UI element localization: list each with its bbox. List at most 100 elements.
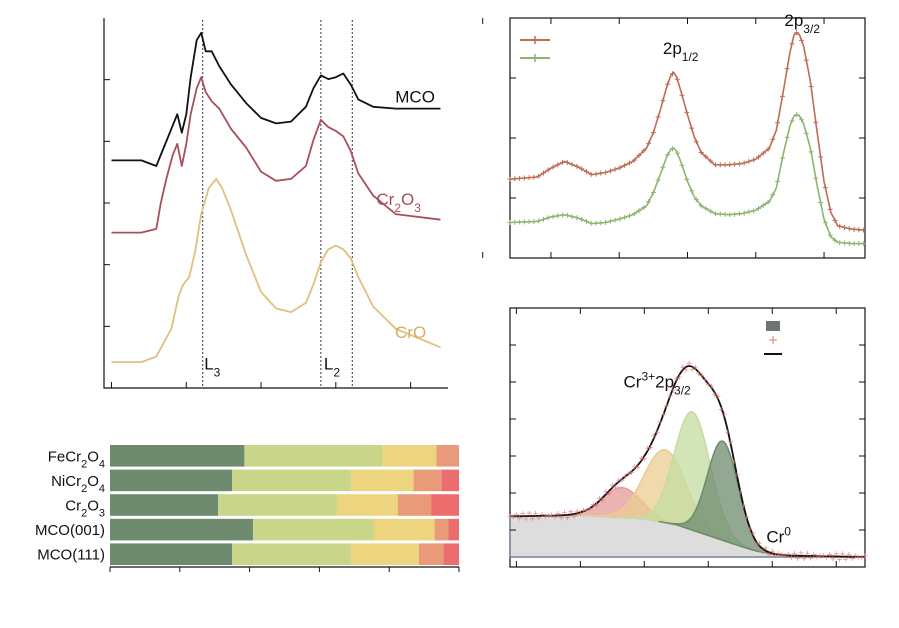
cps-point	[737, 489, 743, 495]
cps-point	[520, 511, 526, 517]
edge-label: L3	[204, 355, 220, 380]
cps-point	[558, 515, 564, 521]
data-point	[846, 240, 852, 246]
data-point	[521, 175, 527, 181]
data-point	[842, 240, 847, 246]
cps-point	[814, 554, 820, 560]
cps-point	[852, 553, 858, 559]
data-point	[512, 219, 518, 225]
cps-point	[715, 393, 721, 399]
cps-point	[648, 445, 654, 451]
data-point	[751, 157, 757, 163]
cps-point	[766, 552, 772, 558]
data-point	[607, 168, 613, 174]
data-point	[617, 165, 623, 171]
cps-point	[657, 419, 663, 424]
edge-label: L2	[324, 355, 340, 380]
data-point	[813, 175, 819, 181]
panel-d-stacked-bars: FeCr2O4 NiCr2O4 Cr2O3 MCO(001) MCO(111)	[35, 445, 460, 572]
data-point	[574, 163, 580, 169]
data-point	[564, 160, 570, 165]
cps-point	[677, 374, 682, 380]
data-point	[784, 66, 790, 72]
data-point	[708, 208, 714, 214]
cps-point	[632, 464, 638, 470]
cps-point	[619, 477, 625, 483]
data-point	[799, 37, 804, 43]
data-point	[646, 199, 652, 205]
cps-point	[507, 513, 513, 519]
data-point	[703, 206, 709, 211]
data-point	[698, 150, 704, 155]
data-point	[598, 170, 604, 176]
data-point	[775, 178, 781, 184]
cps-point	[686, 360, 692, 366]
data-point	[531, 219, 537, 224]
cps-point	[689, 366, 695, 372]
cps-point	[606, 491, 612, 497]
data-point	[631, 211, 637, 217]
data-point	[584, 169, 589, 175]
data-point	[756, 154, 761, 160]
cps-point	[773, 552, 778, 558]
cps-point	[542, 514, 548, 520]
data-point	[717, 211, 723, 217]
data-point	[655, 114, 661, 120]
cps-point	[526, 510, 532, 516]
cps-point	[699, 372, 705, 378]
cps-point	[705, 382, 711, 388]
cps-point	[593, 502, 599, 508]
bar-segment	[232, 469, 351, 492]
data-point	[665, 81, 671, 87]
cps-point	[654, 430, 660, 435]
series-cr2o3-line	[111, 76, 441, 234]
cps-point	[635, 464, 641, 470]
data-point	[670, 146, 675, 152]
cps-point	[827, 552, 833, 557]
data-point	[689, 188, 695, 194]
data-point	[846, 226, 852, 232]
bar-segment	[436, 445, 459, 467]
data-point	[650, 130, 656, 136]
data-point	[717, 162, 723, 168]
cps-point	[600, 497, 606, 503]
legend-marker	[531, 36, 539, 44]
data-point	[765, 199, 771, 205]
data-point	[612, 166, 618, 172]
data-point	[670, 71, 675, 77]
data-point	[588, 220, 594, 226]
data-point	[631, 157, 637, 163]
cps-point	[788, 555, 794, 561]
cps-point	[622, 473, 628, 479]
data-point	[727, 162, 733, 168]
cps-point	[574, 508, 580, 514]
data-point	[593, 171, 599, 177]
series-label: Cr2O3	[376, 190, 421, 215]
data-point	[703, 154, 709, 160]
cps-point	[702, 377, 708, 383]
cps-point	[629, 470, 634, 476]
cps-point	[693, 364, 698, 370]
cps-point	[536, 515, 542, 521]
peak-label: 2p3/2	[784, 11, 820, 36]
data-point	[818, 200, 824, 205]
cps-point	[785, 551, 791, 557]
data-point	[851, 226, 857, 232]
bar-segment	[336, 494, 398, 516]
data-point	[560, 212, 566, 218]
data-point	[584, 218, 589, 224]
bar-segment	[110, 518, 254, 541]
cps-point	[792, 550, 798, 556]
data-point	[579, 216, 585, 222]
data-point	[708, 158, 714, 164]
data-point	[622, 214, 628, 220]
data-point	[531, 174, 537, 180]
cps-point	[613, 484, 618, 490]
data-point	[517, 219, 523, 225]
fit-line	[509, 365, 865, 558]
cps-point	[539, 511, 545, 517]
data-point	[517, 175, 523, 181]
data-point	[713, 211, 718, 217]
data-point	[679, 162, 685, 168]
data-point	[569, 214, 575, 219]
